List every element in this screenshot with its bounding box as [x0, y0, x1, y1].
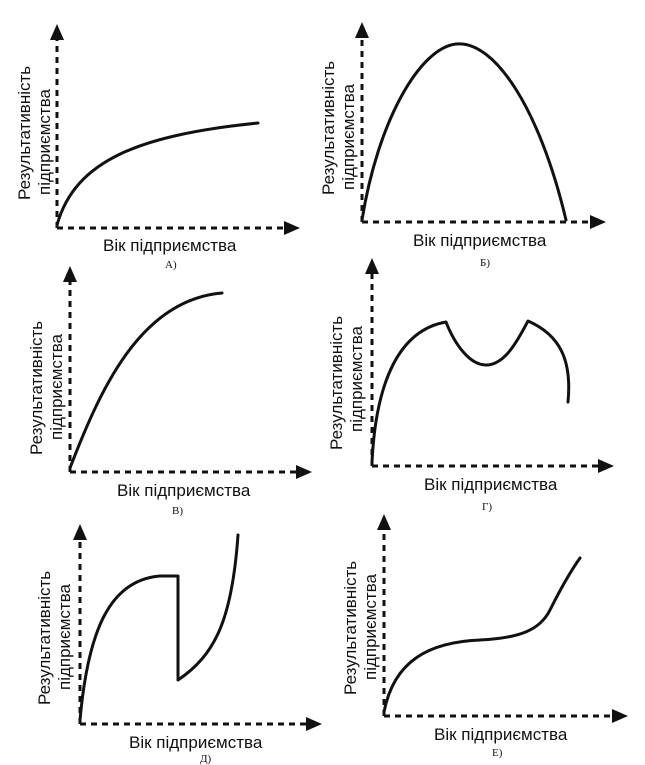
panel-g-label: Г) [482, 501, 492, 513]
panel-e-y-label-2: підприємства [361, 573, 380, 680]
panel-d-y-label-2: підприємства [55, 583, 74, 690]
panel-b-y-label-2: підприємства [339, 83, 358, 190]
panel-d-y-arrow [73, 524, 87, 540]
panel-b-x-arrow [590, 215, 606, 229]
panel-e-y-label-1: Результативність [341, 561, 360, 695]
panel-d: Результативність підприємства Вік підпри… [35, 524, 322, 765]
panel-v: Результативність підприємства Вік підпри… [27, 266, 312, 517]
panel-d-label: Д) [200, 753, 212, 765]
panel-d-x-arrow [306, 717, 322, 731]
panel-v-y-label-2: підприємства [47, 333, 66, 440]
panel-d-curve [78, 533, 240, 722]
panel-v-label: В) [172, 505, 183, 517]
panel-a-x-label: Вік підприємства [103, 236, 237, 255]
panel-e-label: Е) [492, 747, 503, 759]
panel-g: Результативність підприємства Вік підпри… [327, 258, 614, 513]
panel-g-y-label-1: Результативність [327, 316, 346, 450]
panel-v-x-label: Вік підприємства [117, 481, 251, 500]
panel-g-y-label-2: підприємства [347, 325, 366, 432]
panel-e-x-label: Вік підприємства [434, 725, 568, 744]
panel-a-y-label-2: підприємства [35, 88, 54, 195]
panel-b: Результативність підприємства Вік підпри… [319, 22, 606, 269]
panel-b-curve [360, 42, 568, 222]
panel-v-y-label-1: Результативність [27, 321, 46, 455]
panel-e-y-arrow [377, 514, 391, 530]
panel-a-y-label-1: Результативність [15, 66, 34, 200]
panel-a: Результативність підприємства Вік підпри… [15, 24, 300, 271]
panel-a-y-arrow [50, 24, 64, 40]
panel-a-curve [55, 121, 260, 227]
panel-e-x-arrow [612, 709, 628, 723]
panel-e-curve [382, 556, 582, 714]
panel-g-y-arrow [365, 258, 379, 274]
panel-a-label: А) [165, 259, 177, 271]
panel-b-x-label: Вік підприємства [413, 231, 547, 250]
panel-g-x-label: Вік підприємства [424, 475, 558, 494]
panel-b-y-arrow [355, 22, 369, 38]
panel-d-y-label-1: Результативність [35, 571, 54, 705]
panel-a-x-arrow [284, 221, 300, 235]
panel-d-x-label: Вік підприємства [129, 733, 263, 752]
panel-b-y-label-1: Результативність [319, 61, 338, 195]
panel-b-label: Б) [480, 257, 490, 269]
panel-g-curve [370, 319, 571, 464]
panel-g-x-arrow [598, 459, 614, 473]
panel-v-y-arrow [63, 266, 77, 282]
panel-v-curve [68, 291, 224, 470]
panel-v-x-arrow [296, 465, 312, 479]
panel-e: Результативність підприємства Вік підпри… [341, 514, 628, 759]
